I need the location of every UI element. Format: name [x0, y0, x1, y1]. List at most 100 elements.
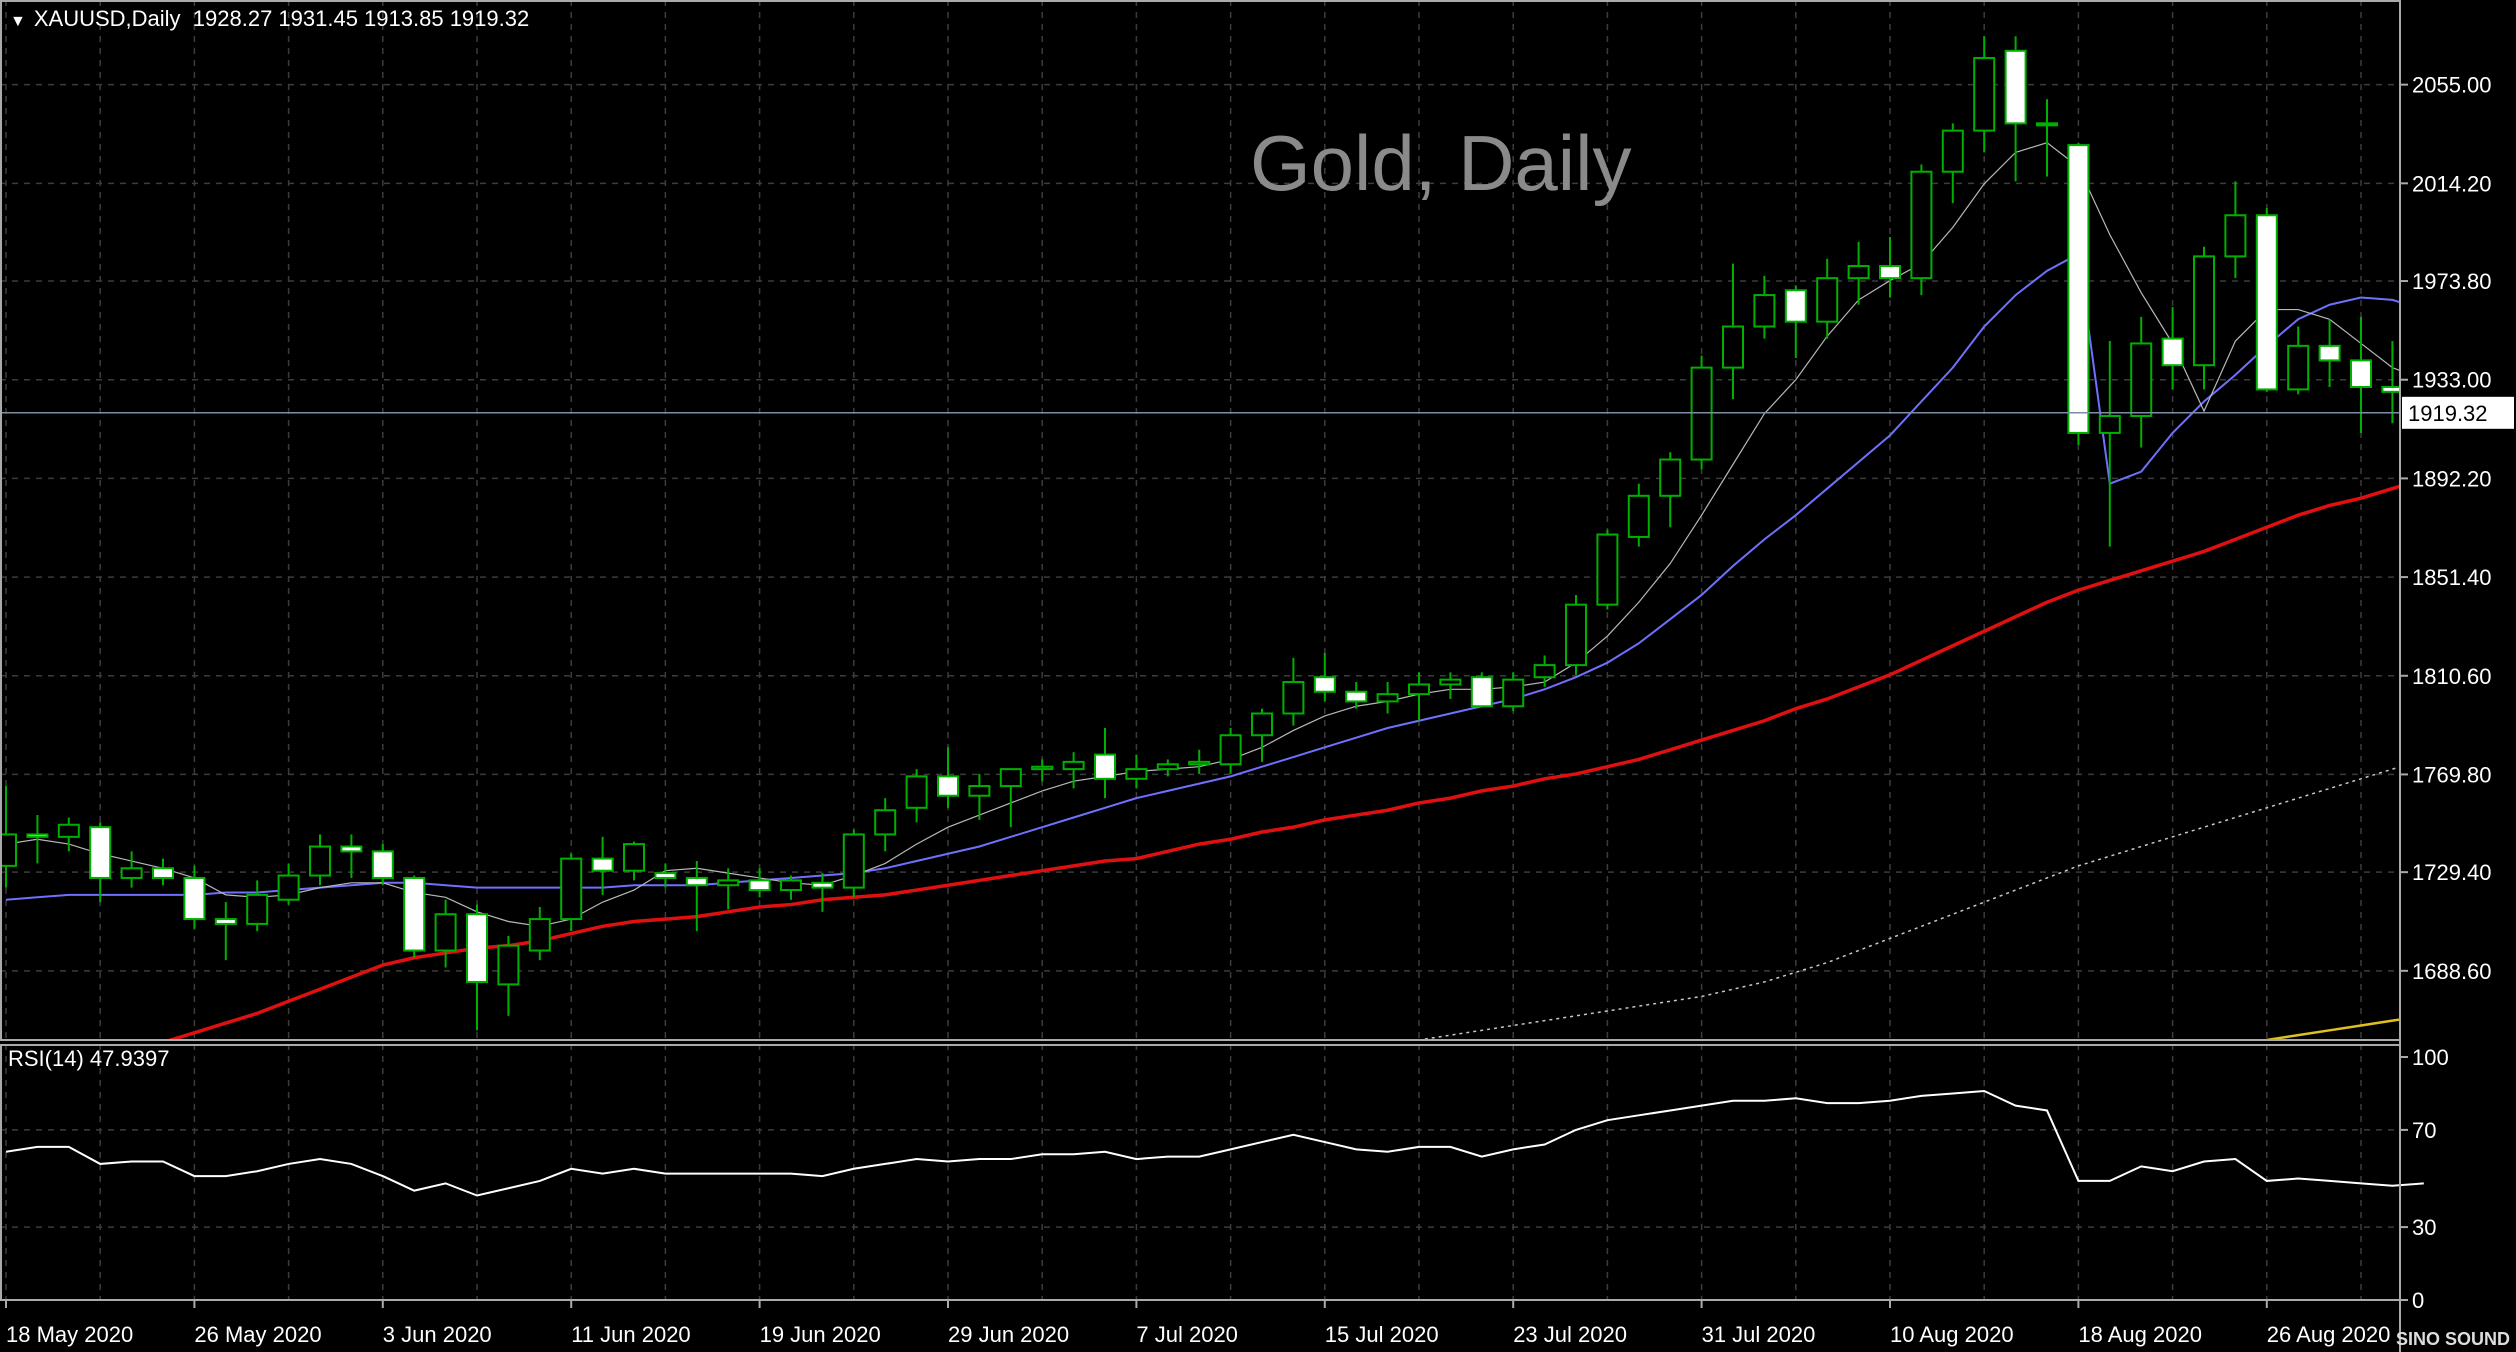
y-tick-label: 1973.80 [2412, 269, 2492, 294]
y-tick-label: 1810.60 [2412, 664, 2492, 689]
candle-body [1879, 265, 1901, 280]
candle-body [309, 845, 331, 877]
candle-body [371, 850, 394, 879]
rsi-tick-label: 30 [2412, 1215, 2436, 1240]
candle-body [57, 823, 80, 838]
candle-body [528, 918, 551, 952]
candle-body [654, 872, 677, 879]
candle-body [905, 775, 928, 809]
x-tick-label: 26 Aug 2020 [2267, 1322, 2391, 1347]
candle-body [1565, 603, 1587, 667]
candle-body [1722, 325, 1744, 369]
candle-body [1188, 760, 1211, 766]
ma200-path [1414, 765, 2400, 1040]
candle-body [26, 833, 49, 838]
candle-body [2350, 359, 2372, 388]
y-tick-label: 2055.00 [2412, 73, 2492, 98]
rsi-tick-label: 0 [2412, 1288, 2424, 1313]
x-tick-label: 29 Jun 2020 [948, 1322, 1069, 1347]
candle-body [1690, 366, 1713, 461]
candle-body [434, 913, 457, 952]
candles [0, 36, 2400, 1031]
x-tick-label: 26 May 2020 [194, 1322, 321, 1347]
candle-body [1816, 277, 1839, 323]
candle-body [1219, 734, 1242, 766]
rsi-label: RSI(14) 47.9397 [8, 1046, 170, 1071]
candle-body [685, 876, 708, 887]
candle-body [0, 833, 17, 867]
rsi-panel [5, 1090, 2424, 1197]
ma-200-line [1414, 765, 2400, 1040]
x-tick-label: 31 Jul 2020 [1702, 1322, 1816, 1347]
candle-body [1313, 676, 1336, 693]
candle-body [999, 768, 1022, 788]
candle-body [560, 857, 583, 921]
candle-body [152, 867, 174, 879]
candle-body [2036, 122, 2058, 127]
x-tick-label: 18 May 2020 [6, 1322, 133, 1347]
candle-body [2130, 342, 2153, 417]
y-tick-label: 1769.80 [2412, 762, 2492, 787]
candle-body [968, 785, 991, 797]
candle-body [2287, 344, 2310, 391]
x-tick-label: 10 Aug 2020 [1890, 1322, 2014, 1347]
candle-body [1753, 294, 1776, 328]
candle-body [2067, 144, 2090, 434]
mayellow-path [2266, 1018, 2400, 1040]
candle-body [1031, 765, 1054, 771]
y-tick-label: 2014.20 [2412, 171, 2492, 196]
candle-body [1282, 681, 1305, 715]
ma-long-line [164, 484, 2400, 1040]
candle-body [89, 826, 112, 879]
candle-body [120, 867, 143, 879]
candle-body [214, 918, 237, 925]
candle-body [1533, 664, 1556, 679]
candle-body [2161, 337, 2184, 367]
ma-short-line [5, 142, 2400, 927]
candle-body [2193, 255, 2215, 367]
malong-path [164, 484, 2400, 1040]
candle-body [1439, 678, 1462, 686]
rsi-line [5, 1090, 2424, 1197]
candle-body [937, 775, 959, 797]
candle-body [1062, 760, 1085, 771]
candle-body [811, 881, 834, 889]
candle-body [623, 843, 645, 872]
chart-grid [0, 0, 2400, 1300]
dropdown-triangle-icon[interactable]: ▼ [10, 13, 26, 30]
candle-body [1125, 768, 1148, 780]
x-tick-label: 19 Jun 2020 [760, 1322, 881, 1347]
y-tick-label: 1729.40 [2412, 860, 2492, 885]
candle-body [403, 876, 426, 952]
candle-body [1910, 170, 1933, 280]
candle-body [2381, 385, 2400, 393]
candle-body [1502, 678, 1525, 708]
ma-yellow-line [2266, 1018, 2400, 1040]
y-tick-label: 1688.60 [2412, 959, 2492, 984]
overlay-title: Gold, Daily [1250, 119, 1632, 207]
x-tick-label: 23 Jul 2020 [1513, 1322, 1627, 1347]
candle-body [1408, 683, 1430, 696]
candle-body [874, 809, 897, 836]
mashort-path [5, 142, 2400, 927]
candle-body [842, 833, 865, 889]
x-tick-label: 15 Jul 2020 [1325, 1322, 1439, 1347]
candle-body [2224, 214, 2247, 258]
y-tick-label: 1892.20 [2412, 466, 2492, 491]
current-price-label: 1919.32 [2408, 401, 2488, 426]
candle-body [1973, 57, 1996, 132]
candle-body [1627, 494, 1650, 538]
candle-body [1251, 712, 1273, 737]
candle-body [1847, 265, 1870, 280]
candle-body [2318, 344, 2341, 362]
candle-body [1470, 676, 1493, 708]
symbol-label: XAUUSD,Daily [33, 6, 181, 31]
candle-body [2004, 49, 2027, 125]
x-tick-label: 7 Jul 2020 [1136, 1322, 1238, 1347]
current-price-tag [2402, 396, 2514, 429]
candle-body [591, 857, 614, 872]
candle-body [1659, 458, 1682, 497]
candle-body [1941, 129, 1964, 173]
candle-body [466, 913, 488, 983]
